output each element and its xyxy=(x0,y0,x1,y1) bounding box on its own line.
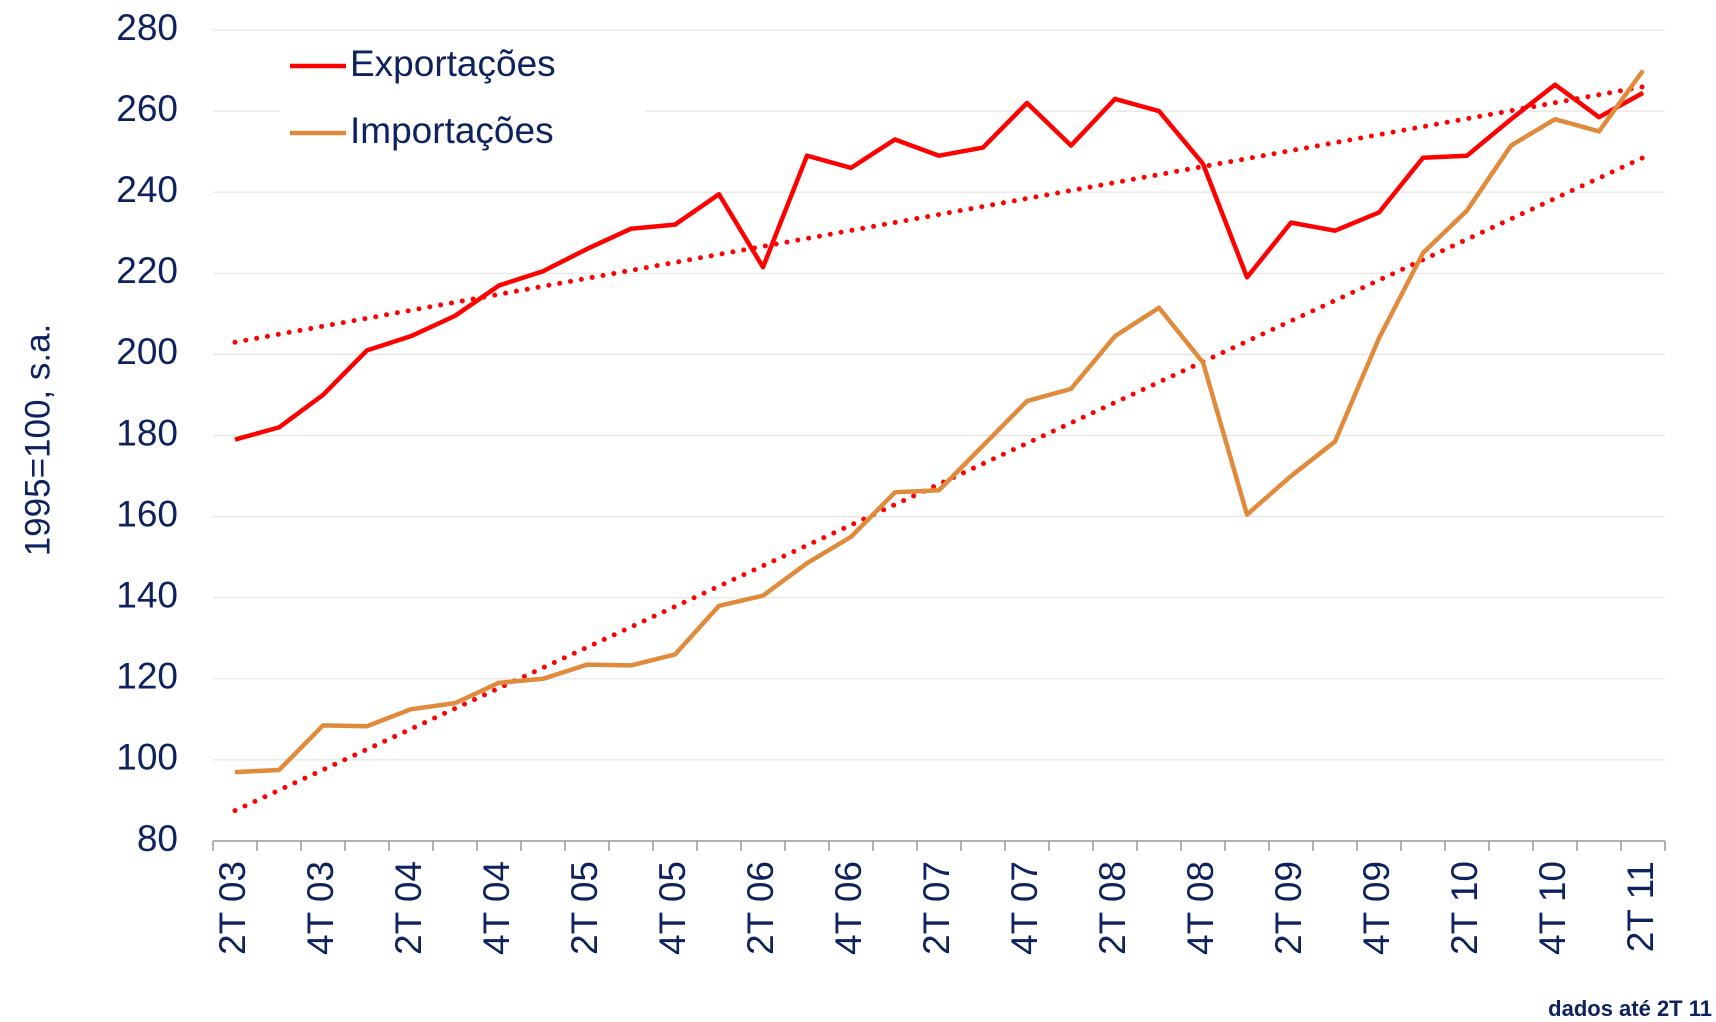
note: dados até 2T 11 xyxy=(1548,996,1712,1021)
x-tick-label: 4T 03 xyxy=(300,861,341,955)
y-tick-label: 240 xyxy=(116,169,178,210)
x-tick-label: 4T 04 xyxy=(476,861,517,955)
legend-box xyxy=(280,40,645,160)
x-tick-label: 4T 08 xyxy=(1180,861,1221,955)
x-tick-label: 2T 05 xyxy=(564,861,605,955)
y-tick-label: 120 xyxy=(116,656,178,697)
line xyxy=(234,69,1645,775)
y-tick-label: 100 xyxy=(116,737,178,778)
y-tick-label: 220 xyxy=(116,250,178,291)
y-tick-label: 280 xyxy=(116,7,178,48)
x-tick-label: 2T 10 xyxy=(1444,861,1485,955)
x-tick-label: 2T 09 xyxy=(1268,861,1309,955)
x-tick-label: 4T 07 xyxy=(1004,861,1045,955)
y-tick-label: 200 xyxy=(116,331,178,372)
line xyxy=(234,82,1645,442)
x-tick-label: 4T 09 xyxy=(1356,861,1397,955)
y-axis-title: 1995=100, s.a. xyxy=(18,324,57,557)
x-tick-label: 4T 10 xyxy=(1532,861,1573,955)
y-tick-label: 260 xyxy=(116,88,178,129)
y-tick-label: 160 xyxy=(116,493,178,534)
y-tick-label: 80 xyxy=(137,818,178,859)
x-tick-label: 2T 06 xyxy=(740,861,781,955)
x-tick-label: 2T 08 xyxy=(1092,861,1133,955)
x-tick-label: 2T 04 xyxy=(388,861,429,955)
x-tick-label: 2T 03 xyxy=(212,861,253,955)
y-tick-label: 140 xyxy=(116,574,178,615)
y-tick-label: 180 xyxy=(116,412,178,453)
trend-line xyxy=(232,84,1646,345)
x-tick-label: 2T 11 xyxy=(1620,861,1661,952)
legend-label: Importações xyxy=(350,110,554,151)
x-tick-label: 4T 05 xyxy=(652,861,693,955)
x-tick-label: 4T 06 xyxy=(828,861,869,955)
x-tick-label: 2T 07 xyxy=(916,861,957,955)
legend-label: Exportações xyxy=(350,43,556,84)
